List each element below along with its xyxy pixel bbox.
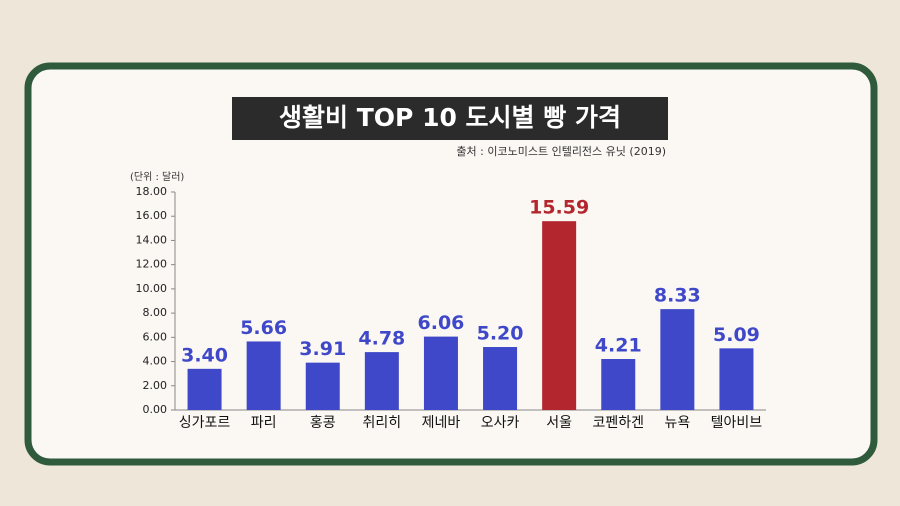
value-label: 5.20 <box>477 323 524 345</box>
title-box <box>232 97 668 140</box>
y-tick-label: 12.00 <box>136 258 168 271</box>
x-tick-label: 파리 <box>251 415 277 431</box>
y-tick-label: 0.00 <box>143 403 168 416</box>
x-tick-label: 취리히 <box>363 415 402 431</box>
bar <box>601 359 636 410</box>
chart-title: 생활비 TOP 10 도시별 빵 가격 <box>279 103 621 132</box>
y-tick-label: 4.00 <box>143 355 168 368</box>
x-tick-label: 뉴욕 <box>664 415 690 431</box>
y-tick-label: 14.00 <box>136 233 168 246</box>
value-label: 15.59 <box>529 197 589 219</box>
value-label: 6.06 <box>418 312 465 334</box>
x-tick-label: 홍콩 <box>310 415 336 431</box>
value-label: 3.91 <box>299 338 346 360</box>
unit: (단위 : 달러) <box>130 170 184 183</box>
value-label: 8.33 <box>654 285 701 307</box>
bar <box>660 309 695 410</box>
bar <box>423 336 458 410</box>
value-label: 5.09 <box>713 324 760 346</box>
x-tick-label: 서울 <box>546 415 572 431</box>
x-tick-label: 오사카 <box>481 415 520 431</box>
y-tick-label: 18.00 <box>136 185 168 198</box>
value-label: 4.78 <box>358 328 405 350</box>
x-tick-label: 텔아비브 <box>711 415 763 431</box>
y-tick-label: 2.00 <box>143 379 168 392</box>
y-tick-label: 10.00 <box>136 282 168 295</box>
y-tick-label: 6.00 <box>143 330 168 343</box>
y-tick-label: 16.00 <box>136 209 168 222</box>
value-label: 5.66 <box>240 317 287 339</box>
bar <box>719 348 754 410</box>
source: 출처 : 이코노미스트 인텔리전스 유닛 (2019) <box>456 145 666 158</box>
value-label: 3.40 <box>181 344 228 366</box>
bar <box>364 352 399 410</box>
bar <box>187 368 222 410</box>
x-tick-label: 싱가포르 <box>179 415 231 431</box>
x-tick-label: 코펜하겐 <box>592 415 644 431</box>
bar <box>483 347 518 410</box>
bar <box>542 221 577 410</box>
y-tick-label: 8.00 <box>143 306 168 319</box>
bar <box>246 341 281 410</box>
bar <box>305 362 340 410</box>
x-tick-label: 제네바 <box>422 415 461 431</box>
value-label: 4.21 <box>595 335 642 357</box>
